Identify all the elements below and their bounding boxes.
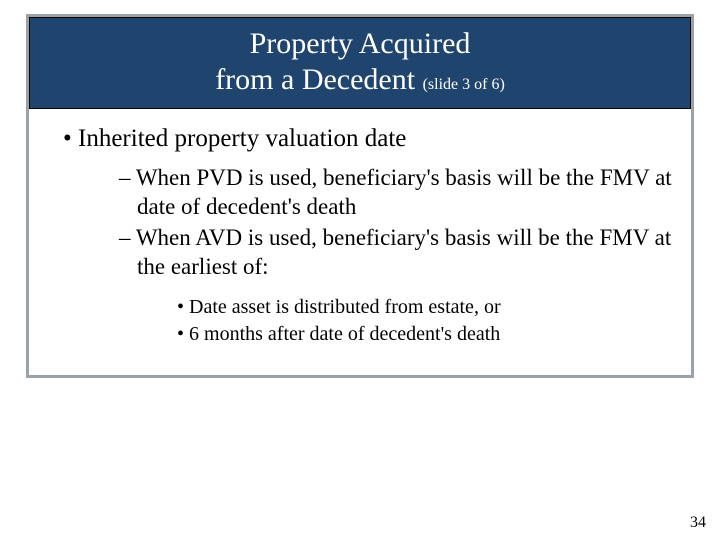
bullet-lvl3-text: Date asset is distributed from estate, o… xyxy=(189,296,501,318)
bullet-lvl2-text: When AVD is used, beneficiary's basis wi… xyxy=(136,225,671,279)
bullet-lvl2-item: When AVD is used, beneficiary's basis wi… xyxy=(119,224,677,348)
bullet-lvl3-item: 6 months after date of decedent's death xyxy=(177,322,677,347)
slide-frame: Property Acquired from a Decedent (slide… xyxy=(26,14,694,378)
bullet-lvl2-text: When PVD is used, beneficiary's basis wi… xyxy=(136,165,672,219)
page-number: 34 xyxy=(690,514,706,532)
title-line-1: Property Acquired xyxy=(30,26,690,62)
bullet-list-level-1: Inherited property valuation date When P… xyxy=(43,123,677,347)
bullet-list-level-2: When PVD is used, beneficiary's basis wi… xyxy=(81,164,677,347)
bullet-lvl3-text: 6 months after date of decedent's death xyxy=(189,323,500,345)
bullet-lvl2-item: When PVD is used, beneficiary's basis wi… xyxy=(119,164,677,222)
title-slide-counter: (slide 3 of 6) xyxy=(423,76,505,93)
slide-body: Inherited property valuation date When P… xyxy=(29,109,691,375)
bullet-list-level-3: Date asset is distributed from estate, o… xyxy=(137,295,677,347)
bullet-lvl1-text: Inherited property valuation date xyxy=(78,125,406,152)
title-line-2: from a Decedent (slide 3 of 6) xyxy=(30,62,690,98)
title-line-2-main: from a Decedent xyxy=(215,63,422,96)
bullet-lvl3-item: Date asset is distributed from estate, o… xyxy=(177,295,677,320)
title-block: Property Acquired from a Decedent (slide… xyxy=(29,17,691,109)
bullet-lvl1-item: Inherited property valuation date When P… xyxy=(63,123,677,347)
